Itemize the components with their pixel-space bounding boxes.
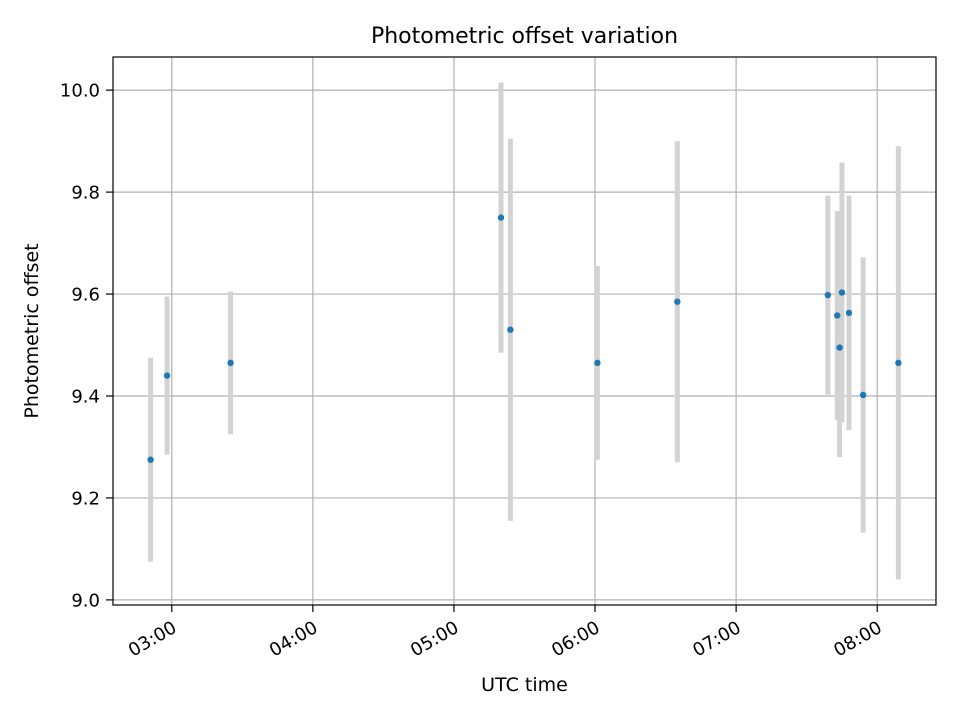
plot-frame: [112, 56, 937, 606]
data-point: [824, 291, 832, 299]
y-tick-label: 9.8: [71, 183, 100, 204]
data-point: [147, 456, 154, 463]
y-tick-label: 9.2: [71, 488, 100, 509]
data-point: [834, 312, 841, 319]
data-point: [845, 309, 853, 317]
y-axis-label: Photometric offset: [21, 243, 43, 418]
data-point: [895, 359, 902, 367]
data-point: [163, 372, 171, 379]
data-point: [594, 359, 601, 367]
chart-title: Photometric offset variation: [371, 24, 678, 49]
y-tick-label: 10.0: [60, 81, 100, 102]
grid: [113, 57, 936, 605]
data-point: [859, 391, 867, 399]
y-tick-label: 9.6: [71, 285, 100, 306]
data-point: [507, 326, 514, 333]
data-point: [836, 344, 843, 351]
data-point: [497, 214, 505, 221]
data-point: [227, 359, 234, 367]
y-tick-label: 9.0: [71, 590, 100, 611]
data-point: [838, 289, 846, 296]
y-tick-label: 9.4: [71, 386, 100, 407]
data-points: [147, 214, 902, 463]
y-axis: 9.0 9.2 9.4 9.6 9.8 10.0: [60, 81, 113, 611]
x-axis-label: UTC time: [481, 674, 568, 696]
data-point: [674, 298, 681, 305]
